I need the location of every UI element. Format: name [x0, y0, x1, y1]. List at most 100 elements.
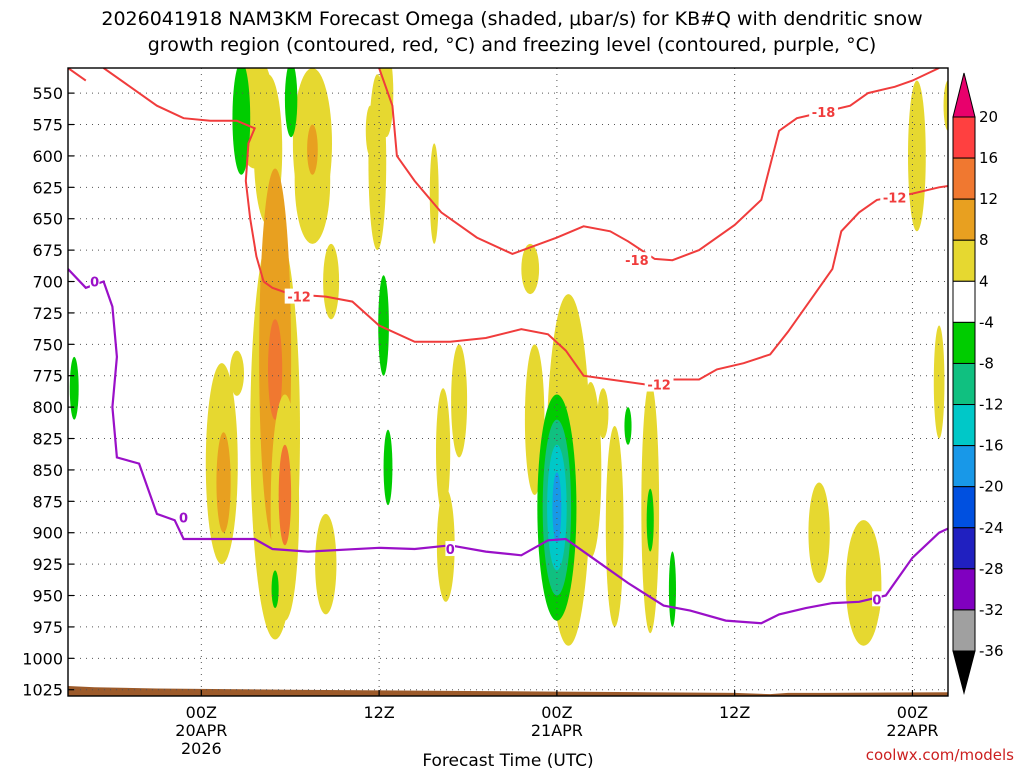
- omega-blob: [294, 118, 331, 244]
- credit-text: coolwx.com/models: [866, 746, 1014, 764]
- contour-label: -12: [287, 291, 311, 306]
- omega-blob: [232, 68, 251, 175]
- x-tick-date: 21APR: [531, 721, 583, 740]
- contour-label: -18: [625, 254, 649, 269]
- y-tick-label: 950: [32, 587, 63, 606]
- y-tick-label: 600: [32, 147, 63, 166]
- ground-fill: [68, 685, 948, 696]
- omega-blob: [307, 124, 318, 175]
- y-tick-label: 775: [32, 367, 63, 386]
- colorbar-segment: [952, 280, 976, 323]
- contour-label: 0: [90, 276, 99, 291]
- colorbar-label: 12: [979, 190, 998, 208]
- y-tick-label: 1025: [22, 681, 63, 700]
- colorbar-segment: [952, 486, 976, 529]
- colorbar-label: -4: [979, 313, 994, 331]
- x-tick-label: 12Z: [719, 703, 750, 722]
- colorbar-label: -8: [979, 354, 994, 372]
- omega-blob: [451, 344, 468, 458]
- colorbar-label: -16: [979, 437, 1004, 455]
- isotherm-line: [378, 68, 940, 262]
- y-tick-label: 625: [32, 178, 63, 197]
- y-tick-label: 725: [32, 304, 63, 323]
- y-tick-label: 550: [32, 84, 63, 103]
- contour-label: 0: [179, 512, 188, 527]
- omega-blob: [605, 425, 624, 627]
- contour-label-bg: [89, 273, 100, 289]
- contour-label-bg: [284, 288, 314, 304]
- contour-label: 0: [446, 543, 455, 558]
- contour-label-bg: [809, 103, 838, 119]
- y-tick-label: 925: [32, 555, 63, 574]
- colorbar-label: 16: [979, 149, 998, 167]
- contour-label-bg: [445, 541, 456, 557]
- colorbar-segment: [952, 568, 976, 611]
- omega-blob: [315, 513, 337, 615]
- omega-blob: [216, 432, 231, 533]
- omega-blob: [429, 143, 439, 244]
- omega-blob: [323, 243, 340, 320]
- chart-title-line1: 2026041918 NAM3KM Forecast Omega (shaded…: [101, 8, 922, 30]
- contour-label-bg: [880, 189, 910, 205]
- colorbar: 20 16 12 8 4 -4 -8 -12 -16 -20 -24 -28 -32 -36: [952, 72, 1004, 695]
- colorbar-segment: [952, 527, 976, 570]
- omega-blob: [278, 444, 292, 546]
- contour-label: -12: [647, 379, 671, 394]
- omega-blob: [365, 105, 375, 156]
- y-tick-label: 1000: [22, 649, 63, 668]
- y-tick-label: 800: [32, 398, 63, 417]
- colorbar-segment: [952, 609, 976, 652]
- x-axis-title: Forecast Time (UTC): [422, 751, 593, 768]
- omega-blob: [383, 429, 393, 506]
- omega-blob: [624, 407, 632, 445]
- y-tick-label: 650: [32, 210, 63, 229]
- colorbar-segment: [952, 116, 976, 159]
- y-tick-label: 575: [32, 116, 63, 135]
- y-tick-label: 825: [32, 430, 63, 449]
- omega-blob: [597, 388, 609, 439]
- colorbar-label: -20: [979, 478, 1004, 496]
- omega-blob: [863, 551, 882, 627]
- colorbar-segment: [952, 198, 976, 241]
- contour-labels: -12 -12 -12 -18 -18 0 0 0 0: [89, 103, 910, 608]
- omega-blob: [271, 570, 279, 609]
- contour-label-bg: [622, 252, 652, 268]
- colorbar-segment: [952, 362, 976, 406]
- y-tick-label: 750: [32, 335, 63, 354]
- colorbar-label: -28: [979, 560, 1004, 578]
- colorbar-label: -36: [979, 642, 1004, 660]
- contour-label-bg: [644, 376, 674, 392]
- colorbar-label: -24: [979, 519, 1004, 537]
- contour-label-bg: [178, 509, 189, 525]
- chart-title-line2: growth region (contoured, red, °C) and f…: [148, 34, 877, 56]
- omega-blob: [284, 68, 298, 138]
- omega-blob: [552, 472, 562, 543]
- colorbar-label: 4: [979, 272, 989, 290]
- contour-label: -18: [812, 106, 836, 121]
- colorbar-segment: [952, 321, 976, 364]
- y-tick-label: 675: [32, 241, 63, 260]
- y-tick-label: 900: [32, 524, 63, 543]
- omega-blob: [378, 275, 389, 376]
- colorbar-segment: [952, 239, 976, 282]
- x-tick-label: 00Z: [897, 703, 928, 722]
- y-tick-label: 975: [32, 618, 63, 637]
- omega-blob: [229, 350, 244, 396]
- contour-label-bg: [872, 591, 882, 607]
- omega-blob: [808, 482, 830, 583]
- x-tick-label: 00Z: [541, 703, 572, 722]
- omega-blob: [69, 356, 79, 420]
- omega-blob: [933, 325, 945, 439]
- ground-layer: [68, 685, 948, 696]
- omega-blob: [668, 551, 676, 627]
- isotherm-line: [103, 68, 265, 282]
- x-tick-label: 12Z: [363, 703, 394, 722]
- omega-shading: [69, 68, 948, 646]
- y-tick-label: 700: [32, 273, 63, 292]
- x-tick-date: 22APR: [886, 721, 938, 740]
- grid-lines: [68, 68, 948, 696]
- colorbar-top-cap: [952, 72, 976, 118]
- x-tick-date: 20APR: [175, 721, 227, 740]
- omega-blob: [379, 68, 394, 138]
